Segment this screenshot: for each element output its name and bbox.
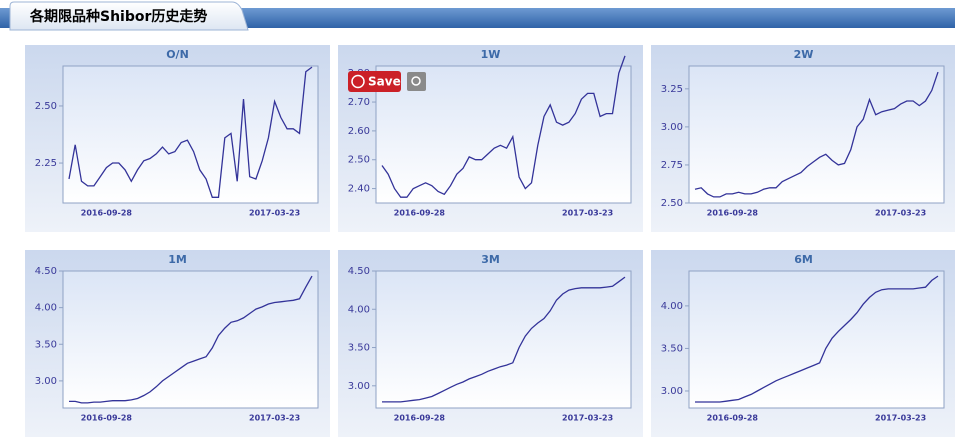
header-tab bbox=[9, 1, 249, 31]
chart-title: O/N bbox=[166, 48, 189, 61]
x-tick-label: 2017-03-23 bbox=[249, 209, 300, 218]
y-tick-label: 3.00 bbox=[35, 376, 57, 387]
header-title: 各期限品种Shibor历史走势 bbox=[29, 8, 207, 25]
plot-area bbox=[62, 65, 319, 204]
lens-icon bbox=[411, 76, 421, 86]
x-tick-label: 2016-09-28 bbox=[394, 414, 446, 423]
x-tick-label: 2016-09-28 bbox=[81, 414, 133, 423]
x-tick-label: 2016-09-28 bbox=[394, 209, 446, 218]
x-tick-label: 2017-03-23 bbox=[875, 209, 926, 218]
y-tick-label: 2.50 bbox=[35, 101, 57, 112]
save-label[interactable]: Save bbox=[368, 75, 401, 89]
chart-title: 1M bbox=[168, 253, 187, 266]
plot-area bbox=[62, 270, 319, 409]
chart: O/N 2.25 2.50 2016-09-28 2017-03-23 bbox=[25, 45, 330, 232]
x-tick-label: 2017-03-23 bbox=[875, 414, 926, 423]
line bbox=[68, 66, 313, 198]
chart-title: 6M bbox=[794, 253, 813, 266]
x-tick-label: 2017-03-23 bbox=[562, 414, 613, 423]
y-tick-label: 3.25 bbox=[661, 84, 683, 95]
chart-title: 2W bbox=[794, 48, 814, 61]
y-tick-label: 3.00 bbox=[348, 381, 370, 392]
plot-area bbox=[688, 65, 945, 204]
plot-area bbox=[375, 270, 632, 409]
y-tick-label: 3.00 bbox=[661, 386, 683, 397]
y-tick-label: 2.25 bbox=[35, 158, 57, 169]
chart: 2W 2.50 2.75 3.00 3.25 2016-09-28 2017-03-23 bbox=[651, 45, 955, 232]
y-tick-label: 3.50 bbox=[348, 343, 370, 354]
y-tick-label: 2.40 bbox=[348, 184, 370, 195]
x-tick-label: 2017-03-23 bbox=[562, 209, 613, 218]
line bbox=[381, 55, 626, 198]
line bbox=[69, 275, 313, 404]
chart: 3M 3.00 3.50 4.00 4.50 2016-09-28 2017-03-23 bbox=[338, 250, 643, 437]
chart-title: 1W bbox=[481, 48, 501, 61]
charts: O/N 2.25 2.50 2016-09-28 2017-03-23 1W 2.40 2.5… bbox=[25, 45, 955, 437]
x-tick-label: 2017-03-23 bbox=[249, 414, 300, 423]
x-tick-label: 2016-09-28 bbox=[707, 209, 759, 218]
y-tick-label: 4.00 bbox=[348, 304, 370, 315]
y-tick-label: 2.50 bbox=[348, 155, 370, 166]
save-icon bbox=[351, 74, 365, 89]
chart: 1M 3.00 3.50 4.00 4.50 2016-09-28 2017-03-23 bbox=[25, 250, 330, 437]
y-tick-label: 3.50 bbox=[35, 339, 57, 350]
lens-button[interactable] bbox=[407, 72, 426, 91]
y-tick-label: 3.00 bbox=[661, 122, 683, 133]
line bbox=[695, 275, 939, 403]
y-tick-label: 4.00 bbox=[661, 301, 683, 312]
y-tick-label: 4.00 bbox=[35, 303, 57, 314]
y-tick-label: 2.50 bbox=[661, 198, 683, 209]
y-tick-label: 2.70 bbox=[348, 97, 370, 108]
y-tick-label: 4.50 bbox=[348, 266, 370, 277]
line bbox=[382, 276, 626, 403]
line bbox=[694, 71, 939, 198]
save-button[interactable]: Save bbox=[348, 71, 426, 92]
y-tick-label: 4.50 bbox=[35, 266, 57, 277]
plot-area bbox=[688, 270, 945, 409]
x-tick-label: 2016-09-28 bbox=[707, 414, 759, 423]
chart: 6M 3.00 3.50 4.00 2016-09-28 2017-03-23 bbox=[651, 250, 955, 437]
y-tick-label: 2.75 bbox=[661, 160, 683, 171]
y-tick-label: 3.50 bbox=[661, 343, 683, 354]
chart-title: 3M bbox=[481, 253, 500, 266]
y-tick-label: 2.60 bbox=[348, 126, 370, 137]
x-tick-label: 2016-09-28 bbox=[81, 209, 133, 218]
